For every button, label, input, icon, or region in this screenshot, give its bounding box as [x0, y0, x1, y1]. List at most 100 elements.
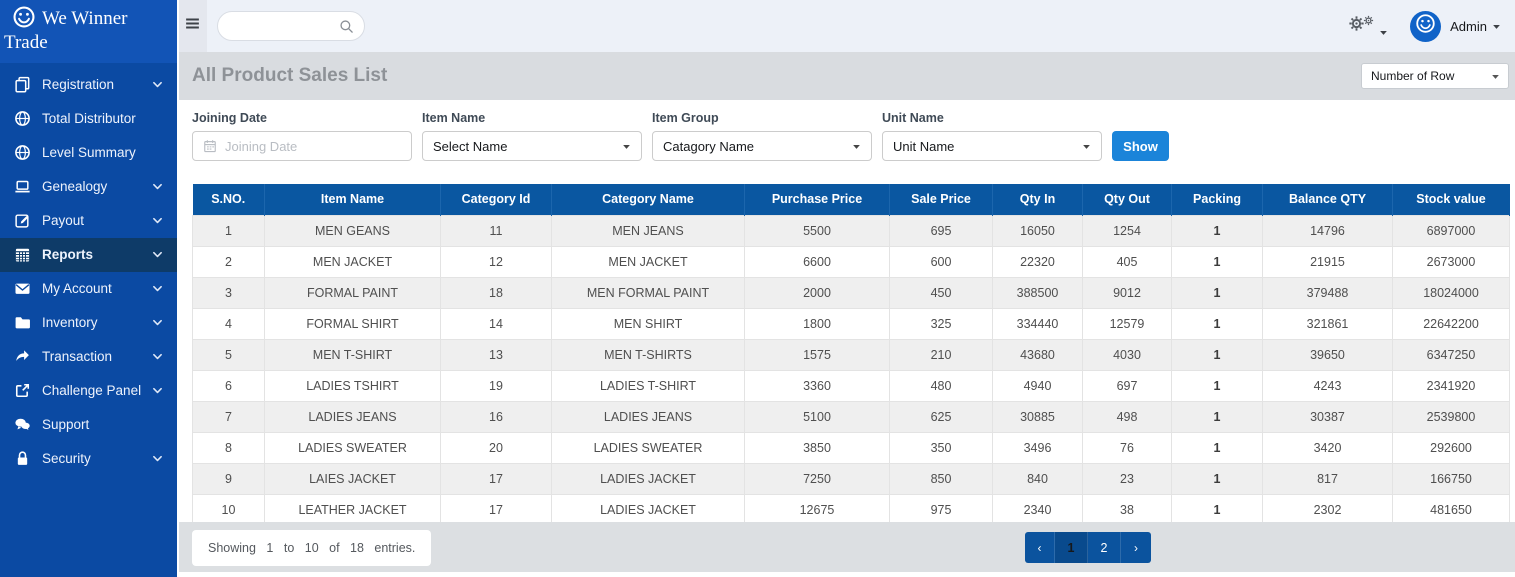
table-cell: 3420 [1262, 431, 1393, 464]
admin-menu[interactable]: Admin [1450, 19, 1501, 34]
calendar-icon [14, 246, 31, 263]
sidebar-item-total-distributor[interactable]: Total Distributor [0, 102, 177, 136]
sidebar-item-reports[interactable]: Reports [0, 237, 177, 272]
table-cell: MEN JEANS [551, 214, 745, 247]
sidebar: We Winner Trade Registration Total Distri… [0, 0, 179, 577]
table-cell: 22320 [992, 245, 1083, 278]
item-name-filter: Item Name Select Name [422, 111, 642, 161]
globe-icon [14, 110, 31, 127]
table-row: 10 LEATHER JACKET 17 LADIES JACKET 12675 975 2… [192, 493, 1510, 526]
table-cell: MEN JACKET [264, 245, 441, 278]
table-cell: 817 [1262, 462, 1393, 495]
table-cell: 2539800 [1392, 400, 1510, 433]
table-cell: 18 [440, 276, 552, 309]
table-cell: 1 [1171, 338, 1263, 371]
table-cell: MEN T-SHIRTS [551, 338, 745, 371]
pagination-page-1[interactable]: 1 [1055, 532, 1088, 563]
chevron-down-icon [151, 214, 164, 227]
table-cell: 1 [192, 214, 265, 247]
sidebar-item-label: Challenge Panel [42, 383, 142, 398]
table-cell: 325 [889, 307, 993, 340]
filter-bar: Joining Date Item Name Select Name Item … [179, 100, 1515, 161]
pagination-page-2[interactable]: 2 [1088, 532, 1121, 563]
pagination-prev-button[interactable]: ‹ [1025, 532, 1055, 563]
table-cell: LADIES JACKET [551, 462, 745, 495]
sidebar-item-label: Transaction [42, 349, 113, 364]
main-content: Joining Date Item Name Select Name Item … [179, 100, 1515, 526]
table-cell: 450 [889, 276, 993, 309]
table-cell: FORMAL SHIRT [264, 307, 441, 340]
table-cell: 210 [889, 338, 993, 371]
table-cell: MEN JACKET [551, 245, 745, 278]
table-row: 3 FORMAL PAINT 18 MEN FORMAL PAINT 2000 450 38… [192, 276, 1510, 309]
sidebar-item-inventory[interactable]: Inventory [0, 306, 177, 340]
table-cell: 12579 [1082, 307, 1172, 340]
sidebar-item-genealogy[interactable]: Genealogy [0, 170, 177, 204]
item-group-select[interactable]: Catagory Name [652, 131, 872, 161]
table-cell: 5100 [744, 400, 890, 433]
table-cell: 38 [1082, 493, 1172, 526]
caret-down-icon [1491, 72, 1500, 81]
table-cell: 7 [192, 400, 265, 433]
table-row: 4 FORMAL SHIRT 14 MEN SHIRT 1800 325 334440 125… [192, 307, 1510, 340]
table-cell: 19 [440, 369, 552, 402]
table-cell: LEATHER JACKET [264, 493, 441, 526]
table-cell: 43680 [992, 338, 1083, 371]
table-cell: 9012 [1082, 276, 1172, 309]
sidebar-item-label: Payout [42, 213, 85, 228]
table-cell: 4243 [1262, 369, 1393, 402]
column-header: S.NO. [192, 184, 265, 215]
chevron-down-icon [151, 452, 164, 465]
joining-date-input[interactable] [225, 138, 401, 154]
brand[interactable]: We Winner Trade [0, 0, 177, 63]
column-header: Packing [1171, 184, 1263, 215]
unit-name-select[interactable]: Unit Name [882, 131, 1102, 161]
globe-icon [14, 144, 31, 161]
table-cell: 321861 [1262, 307, 1393, 340]
table-cell: 3496 [992, 431, 1083, 464]
table-cell: 18024000 [1392, 276, 1510, 309]
sidebar-item-transaction[interactable]: Transaction [0, 340, 177, 374]
show-button[interactable]: Show [1112, 131, 1169, 161]
column-header: Stock value [1392, 184, 1510, 215]
search-input[interactable] [218, 12, 364, 40]
sidebar-item-challenge-panel[interactable]: Challenge Panel [0, 374, 177, 408]
menu-toggle-button[interactable] [177, 0, 207, 52]
table-cell: 1 [1171, 431, 1263, 464]
item-group-label: Item Group [652, 111, 719, 125]
sidebar-item-registration[interactable]: Registration [0, 68, 177, 102]
smiley-avatar-icon [1415, 13, 1436, 39]
pagination: ‹ 1 2 › [1025, 532, 1151, 563]
sidebar-item-security[interactable]: Security [0, 442, 177, 476]
table-row: 8 LADIES SWEATER 20 LADIES SWEATER 3850 350 34… [192, 431, 1510, 464]
settings-menu[interactable] [1348, 15, 1388, 37]
item-name-select[interactable]: Select Name [422, 131, 642, 161]
table-cell: 76 [1082, 431, 1172, 464]
table-cell: 9 [192, 462, 265, 495]
number-of-row-select[interactable]: Number of Row [1361, 63, 1509, 89]
sidebar-item-payout[interactable]: Payout [0, 204, 177, 238]
product-sales-table: S.NO. Item Name Category Id Category Name Pu… [192, 184, 1510, 526]
table-cell: 16 [440, 400, 552, 433]
table-cell: 1575 [744, 338, 890, 371]
table-cell: 2302 [1262, 493, 1393, 526]
column-header: Sale Price [889, 184, 993, 215]
gear-icon [1364, 15, 1374, 37]
sidebar-item-my-account[interactable]: My Account [0, 272, 177, 306]
pagination-next-button[interactable]: › [1134, 540, 1138, 555]
table-cell: FORMAL PAINT [264, 276, 441, 309]
table-cell: 4030 [1082, 338, 1172, 371]
table-cell: 13 [440, 338, 552, 371]
page-title: All Product Sales List [192, 65, 388, 86]
item-name-label: Item Name [422, 111, 486, 125]
hamburger-icon [184, 15, 201, 37]
table-cell: 30387 [1262, 400, 1393, 433]
table-cell: 4940 [992, 369, 1083, 402]
column-header: Balance QTY [1262, 184, 1393, 215]
sidebar-item-label: Total Distributor [42, 111, 136, 126]
user-avatar[interactable] [1410, 10, 1442, 42]
sidebar-item-level-summary[interactable]: Level Summary [0, 136, 177, 170]
sidebar-item-label: Support [42, 417, 90, 432]
sidebar-item-support[interactable]: Support [0, 408, 177, 442]
